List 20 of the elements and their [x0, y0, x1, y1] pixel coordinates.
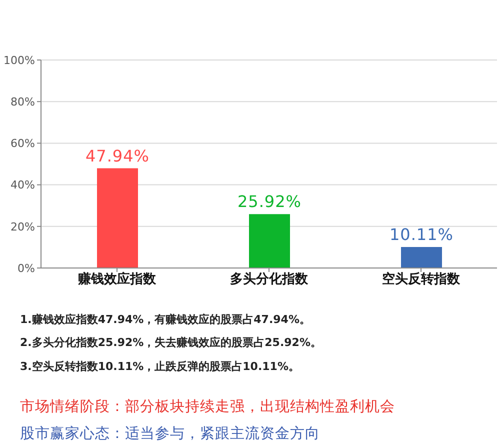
y-tick-label: 100%	[4, 54, 35, 67]
text: 市场情绪阶段：部分板块持续走强，出现结构性盈利机会	[20, 398, 395, 416]
bar	[401, 246, 442, 268]
y-tick-label: 20%	[10, 220, 35, 234]
bar	[249, 214, 290, 268]
data-label: 25.92%	[237, 192, 302, 212]
text: 股市赢家心态：适当参与，紧跟主流资金方向	[20, 425, 321, 443]
y-tick-label: 0%	[18, 262, 35, 275]
data-label: 47.94%	[85, 146, 150, 166]
y-tick-label: 40%	[10, 178, 35, 192]
y-tick-label: 80%	[10, 96, 35, 109]
text: 3.空头反转指数10.11%，止跌反弹的股票占10.11%。	[20, 360, 300, 374]
x-tick-label: 赚钱效应指数	[77, 271, 157, 288]
text: 2.多头分化指数25.92%，失去赚钱效应的股票占25.92%。	[20, 336, 322, 350]
x-tick-label: 多头分化指数	[230, 272, 309, 288]
text: 1.赚钱效应指数47.94%，有赚钱效应的股票占47.94%。	[20, 313, 312, 327]
bar	[97, 168, 138, 268]
data-label: 10.11%	[389, 224, 454, 244]
y-tick-label: 60%	[10, 137, 35, 150]
x-tick-label: 空头反转指数	[382, 271, 461, 288]
